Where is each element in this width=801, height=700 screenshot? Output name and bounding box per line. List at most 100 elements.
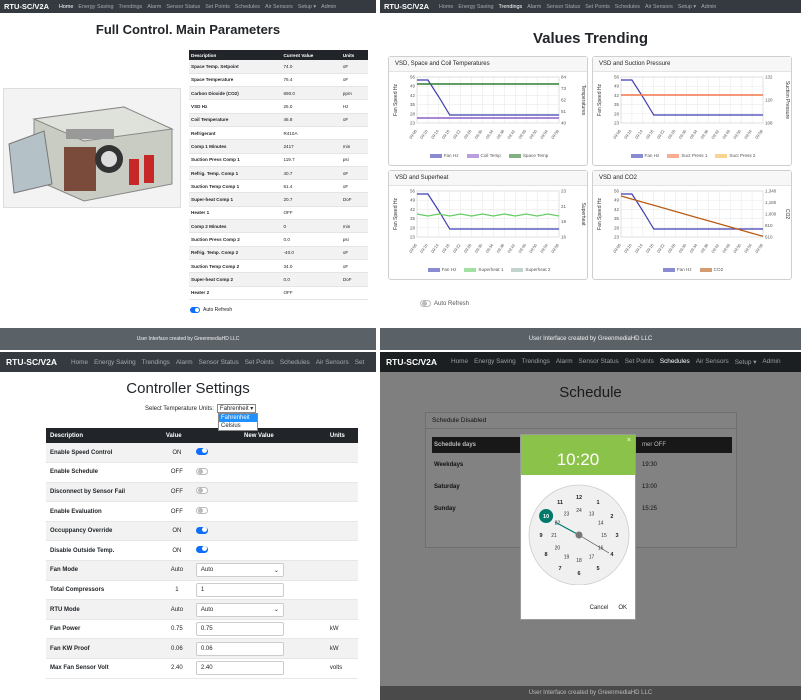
nav-item[interactable]: Set Points: [205, 3, 230, 10]
controller-settings-panel: RTU-SC/V2A Home Energy Saving Trendings Ala…: [0, 352, 376, 700]
nav-item[interactable]: Schedules: [234, 3, 260, 10]
param-description: Carbon Dioxide (CO2): [189, 86, 282, 101]
nav-item[interactable]: Sensor Status: [198, 358, 239, 366]
setting-toggle[interactable]: [195, 546, 208, 554]
setting-description: Enable Schedule: [46, 462, 162, 483]
nav-item[interactable]: Energy Saving: [94, 358, 136, 366]
setting-input[interactable]: 0.06: [195, 641, 284, 656]
legend-item[interactable]: CO2: [699, 267, 723, 272]
nav-item[interactable]: Sensor Status: [166, 3, 201, 10]
nav-item[interactable]: Trendings: [141, 358, 170, 366]
auto-refresh-toggle[interactable]: [190, 307, 200, 313]
nav-item[interactable]: Set Points: [585, 3, 610, 10]
nav-item[interactable]: Alarm: [527, 3, 542, 10]
nav-item[interactable]: Admin: [701, 3, 717, 10]
legend-item[interactable]: Fan Hz: [427, 267, 456, 272]
clock-face[interactable]: 121234567891011241314151617181920212223: [521, 475, 637, 586]
x-tick-label: 09:34: [688, 242, 698, 254]
chart-legend: Fan Hz Superheat 1 Superheat 2: [389, 267, 589, 272]
nav-item[interactable]: Air Sensors: [315, 358, 349, 366]
nav-item[interactable]: Home: [439, 3, 454, 10]
setting-toggle[interactable]: [195, 526, 208, 534]
nav-item[interactable]: Schedules: [659, 358, 690, 365]
legend-item[interactable]: Fan Hz: [630, 153, 659, 158]
legend-item[interactable]: Fan Hz: [662, 267, 692, 272]
nav-item[interactable]: Schedules: [279, 358, 310, 366]
setting-toggle[interactable]: [195, 448, 208, 456]
legend-item[interactable]: Fan Hz: [429, 153, 459, 158]
setting-toggle[interactable]: [195, 487, 208, 495]
units-select[interactable]: Fahrenheit ▾: [216, 404, 257, 413]
clock-hour-inner: 23: [564, 511, 570, 517]
legend-item[interactable]: Coil Temp: [466, 153, 501, 158]
setting-select[interactable]: Auto ⌄: [195, 563, 284, 578]
y-tick-label: 42: [410, 93, 416, 98]
table-row: Super-heat Comp 1 20.7 DoF: [189, 192, 368, 207]
x-tick-label: 09:18: [441, 242, 451, 254]
x-tick-label: 09:10: [419, 242, 429, 254]
y2-tick-label: 1,000: [765, 212, 777, 217]
legend-item[interactable]: Space Temp: [508, 153, 548, 158]
nav-item[interactable]: Trendings: [118, 3, 143, 10]
nav-item[interactable]: Energy Saving: [474, 358, 516, 365]
setting-new-value: 0.06: [191, 638, 326, 660]
y2-tick-label: 810: [765, 223, 773, 228]
brand[interactable]: RTU-SC/V2A: [384, 2, 430, 11]
nav-item[interactable]: Setup ▾: [734, 359, 757, 366]
setting-toggle[interactable]: [195, 467, 208, 475]
setting-input[interactable]: 1: [195, 582, 284, 597]
ok-button[interactable]: OK: [618, 605, 627, 611]
auto-refresh-toggle[interactable]: [420, 300, 431, 307]
param-units: psi: [340, 153, 368, 167]
setting-value: 0.75: [161, 619, 192, 640]
nav-item[interactable]: Setup ▾: [297, 3, 317, 10]
cancel-button[interactable]: Cancel: [589, 605, 609, 611]
schedule-off-time[interactable]: 13:00: [642, 484, 658, 490]
nav-item[interactable]: Energy Saving: [78, 3, 114, 10]
table-row: Total Compressors 1 1: [46, 580, 358, 601]
brand[interactable]: RTU-SC/V2A: [386, 357, 438, 367]
nav-item[interactable]: Home: [451, 358, 469, 365]
schedule-off-time[interactable]: 15:25: [642, 506, 658, 512]
units-option-fahrenheit[interactable]: Fahrenheit: [219, 414, 257, 422]
nav-item[interactable]: Set Points: [624, 358, 654, 365]
nav-item[interactable]: Sensor Status: [578, 358, 619, 365]
y2-tick-label: 132: [765, 75, 773, 80]
setting-input[interactable]: 2.40: [195, 661, 284, 676]
nav-item[interactable]: Air Sensors: [264, 3, 293, 10]
schedule-off-time[interactable]: 19:30: [642, 462, 658, 468]
setting-input[interactable]: 0.75: [195, 622, 284, 637]
legend-item[interactable]: Superheat 2: [511, 267, 550, 272]
nav-item[interactable]: Alarm: [147, 3, 162, 10]
nav-item[interactable]: Energy Saving: [458, 3, 494, 10]
setting-toggle[interactable]: [195, 507, 208, 515]
nav-item[interactable]: Air Sensors: [644, 3, 673, 10]
nav-item[interactable]: Air Sensors: [695, 358, 729, 365]
setting-select[interactable]: Auto ⌄: [195, 602, 284, 617]
close-icon[interactable]: ×: [626, 437, 631, 444]
nav-item[interactable]: Admin: [762, 358, 781, 365]
units-option-celsius[interactable]: Celsius: [221, 423, 241, 429]
nav-item[interactable]: Set: [354, 358, 365, 366]
x-tick-label: 09:06: [612, 242, 622, 254]
x-tick-label: 09:26: [463, 242, 473, 254]
nav-item[interactable]: Alarm: [555, 358, 573, 365]
nav-item[interactable]: Schedules: [614, 3, 640, 10]
legend-item[interactable]: Suct Press 2: [715, 153, 755, 158]
brand[interactable]: RTU-SC/V2A: [6, 357, 58, 367]
nav-item[interactable]: Trendings: [521, 358, 550, 365]
brand[interactable]: RTU-SC/V2A: [4, 2, 50, 11]
setting-value: 2.40: [161, 658, 192, 679]
nav-item[interactable]: Sensor Status: [546, 3, 581, 10]
nav-item[interactable]: Trendings: [498, 3, 523, 10]
navbar: RTU-SC/V2A Home Energy Saving Trendings Ala…: [0, 0, 376, 13]
legend-item[interactable]: Superheat 1: [464, 267, 503, 272]
nav-item[interactable]: Setup ▾: [677, 3, 697, 10]
nav-item[interactable]: Alarm: [175, 358, 193, 366]
nav-item[interactable]: Home: [71, 358, 89, 366]
legend-item[interactable]: Suct Press 1: [667, 153, 707, 158]
nav-item[interactable]: Admin: [321, 3, 337, 10]
chart-title: VSD and Superheat: [389, 171, 587, 186]
nav-item[interactable]: Home: [59, 3, 74, 10]
nav-item[interactable]: Set Points: [244, 358, 274, 366]
